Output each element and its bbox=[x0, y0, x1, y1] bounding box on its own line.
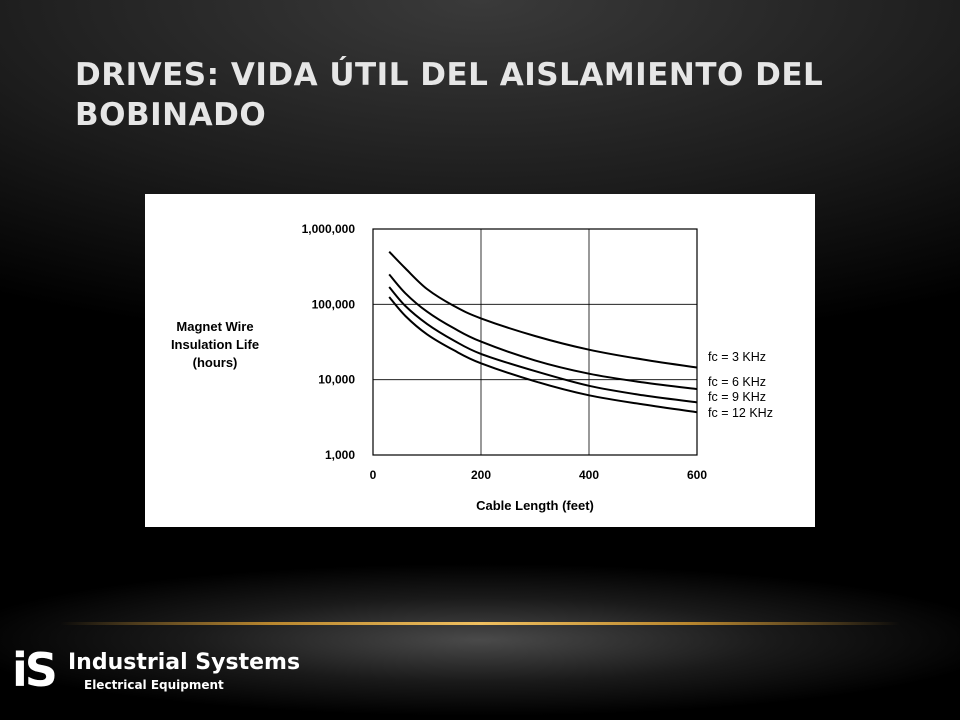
series-line bbox=[388, 296, 698, 414]
y-axis-label-line: (hours) bbox=[193, 355, 238, 370]
logo-company-subtitle: Electrical Equipment bbox=[84, 678, 224, 692]
x-tick-label: 600 bbox=[687, 468, 707, 482]
plot-frame bbox=[372, 228, 698, 456]
y-tick-label: 10,000 bbox=[318, 373, 355, 387]
series-line bbox=[388, 286, 698, 404]
slide-title: DRIVES: VIDA ÚTIL DEL AISLAMIENTO DEL BO… bbox=[75, 57, 824, 133]
chart-panel: 0 200 400 600 1,000 10,000 100,000 1,000,000 Cab… bbox=[145, 194, 815, 527]
y-axis-label-line: Insulation Life bbox=[171, 337, 259, 352]
logo-company-name: Industrial Systems bbox=[68, 650, 301, 675]
y-tick-label: 1,000 bbox=[325, 448, 355, 462]
y-axis-label-line: Magnet Wire bbox=[176, 319, 253, 334]
series-label: fc = 12 KHz bbox=[708, 406, 773, 420]
x-axis-label: Cable Length (feet) bbox=[476, 498, 594, 513]
x-tick-label: 0 bbox=[370, 468, 377, 482]
logo-mark: iS bbox=[12, 643, 58, 697]
x-tick-label: 200 bbox=[471, 468, 491, 482]
company-logo: iS Industrial Systems Electrical Equipme… bbox=[12, 643, 332, 697]
x-tick-label: 400 bbox=[579, 468, 599, 482]
y-tick-label: 1,000,000 bbox=[302, 222, 356, 236]
series-line bbox=[388, 251, 698, 369]
series-line bbox=[388, 273, 698, 391]
slide-background-glow bbox=[0, 520, 960, 720]
insulation-life-chart: 0 200 400 600 1,000 10,000 100,000 1,000,000 Cab… bbox=[171, 222, 773, 513]
series-label: fc = 3 KHz bbox=[708, 350, 766, 364]
series-label: fc = 6 KHz bbox=[708, 375, 766, 389]
y-tick-label: 100,000 bbox=[312, 297, 356, 311]
series-label: fc = 9 KHz bbox=[708, 390, 766, 404]
decorative-divider bbox=[60, 622, 900, 625]
